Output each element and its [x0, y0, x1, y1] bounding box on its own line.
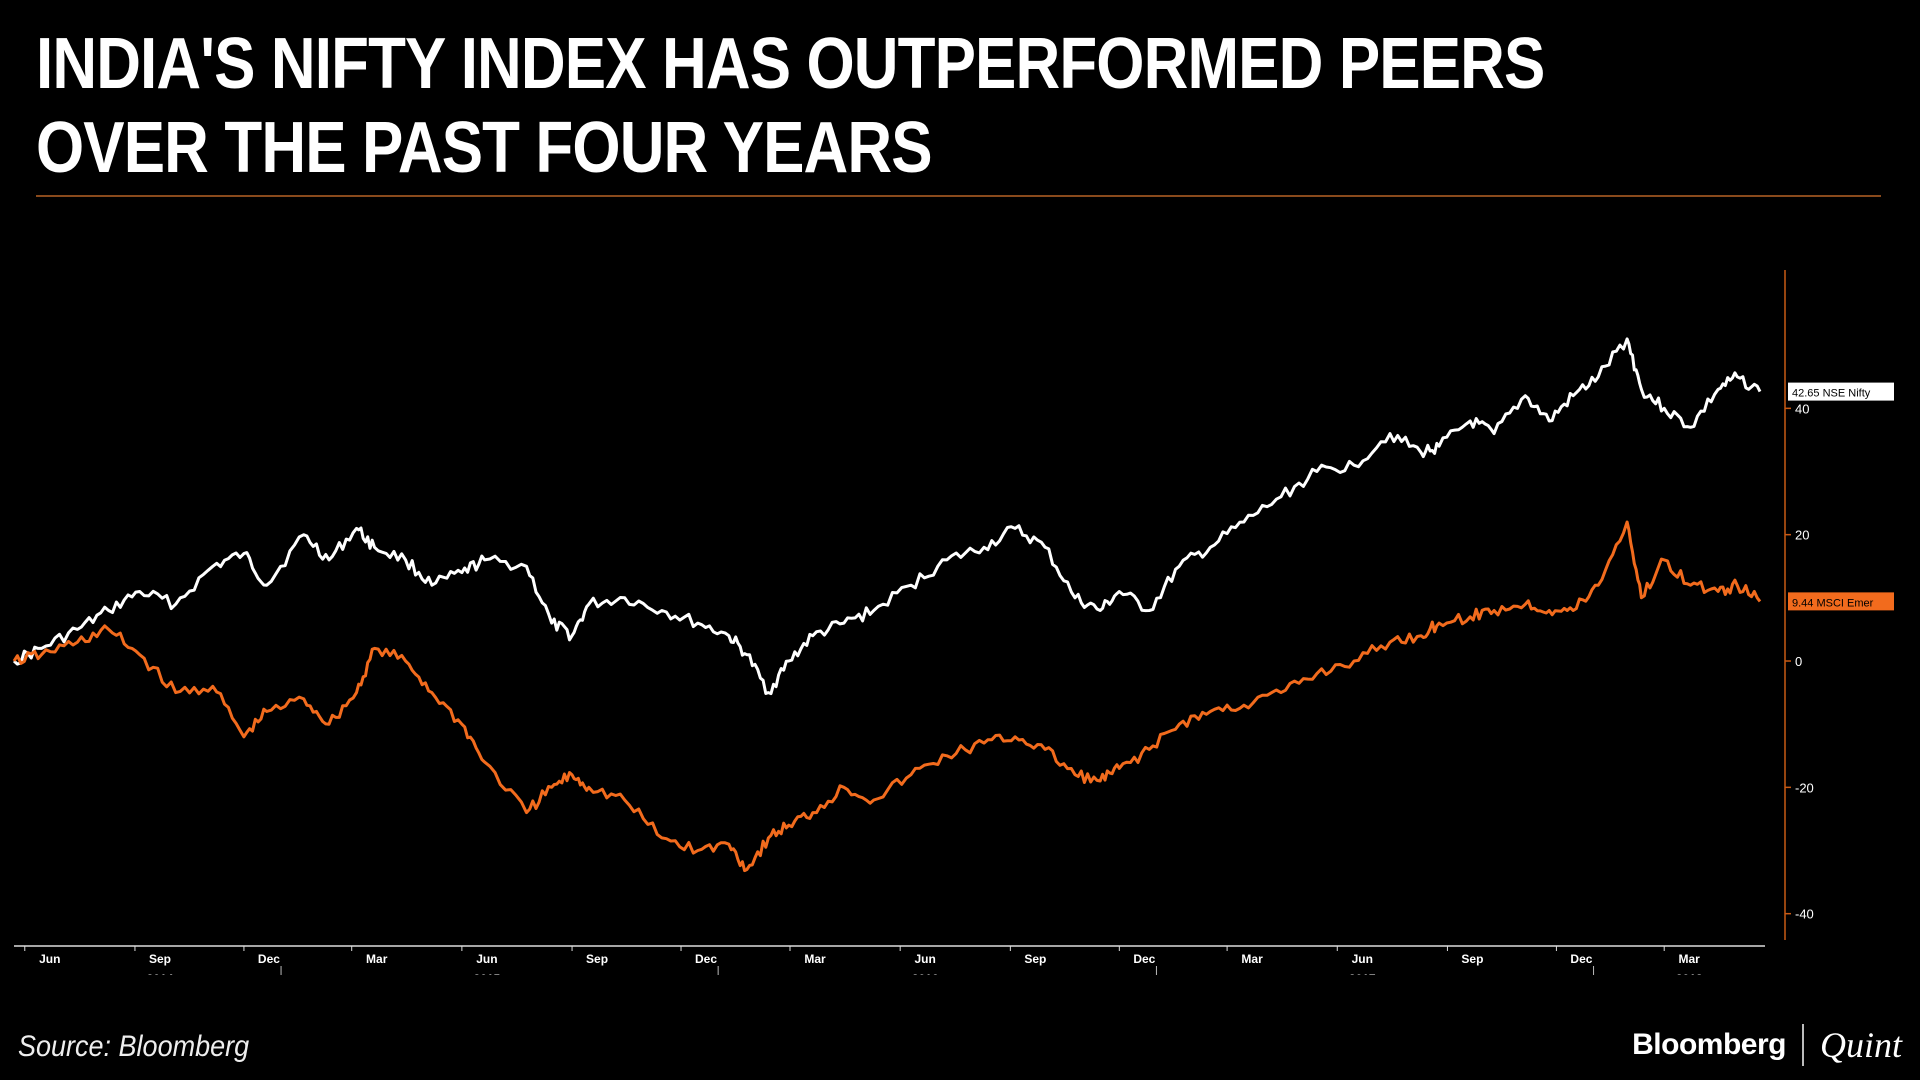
- x-year-label: 2014: [147, 972, 174, 975]
- brand-bloomberg: Bloomberg: [1632, 1028, 1786, 1061]
- plot-area: [12, 337, 1762, 873]
- brand-quint: Quint: [1819, 1025, 1902, 1065]
- y-tick-label: -20: [1795, 780, 1814, 795]
- series-line-nifty: [12, 337, 1762, 696]
- y-axis: 42.65 NSE Nifty 9.44 MSCI Emer 40 20 0 -20 -40: [1784, 270, 1894, 940]
- title-divider: [36, 195, 1881, 197]
- x-tick-label: Mar: [804, 952, 826, 966]
- x-year-label: 2016: [912, 972, 939, 975]
- y-tick-label: 20: [1795, 528, 1809, 543]
- x-tick-label: Jun: [476, 952, 497, 966]
- x-tick-label: Mar: [1241, 952, 1263, 966]
- series-end-label-nifty: 42.65 NSE Nifty: [1788, 382, 1894, 401]
- chart-title: INDIA'S NIFTY INDEX HAS OUTPERFORMED PEE…: [36, 24, 1545, 188]
- series-end-label-msci: 9.44 MSCI Emer: [1788, 592, 1894, 611]
- y-tick-label: 0: [1795, 654, 1802, 669]
- x-year-label: 2018: [1676, 972, 1703, 975]
- svg-text:9.44 MSCI Emer: 9.44 MSCI Emer: [1792, 597, 1874, 609]
- line-chart: 42.65 NSE Nifty 9.44 MSCI Emer 40 20 0 -20 -40…: [12, 270, 1894, 975]
- x-year-label: 2017: [1349, 972, 1376, 975]
- x-tick-label: Jun: [39, 952, 60, 966]
- brand-logo: Bloomberg Quint: [1632, 1024, 1902, 1066]
- x-year-label: 2015: [474, 972, 501, 975]
- x-tick-label: Jun: [1352, 952, 1373, 966]
- x-tick-label: Sep: [1461, 952, 1483, 966]
- x-axis: Jun Sep Dec Mar Jun Sep Dec Mar Jun Sep Dec Mar Jun S…: [14, 945, 1765, 975]
- x-tick-label: Sep: [1024, 952, 1046, 966]
- x-tick-label: Jun: [915, 952, 936, 966]
- x-tick-label: Sep: [149, 952, 171, 966]
- y-tick-label: 40: [1795, 401, 1809, 416]
- x-tick-label: Mar: [366, 952, 388, 966]
- x-tick-label: Dec: [695, 952, 717, 966]
- x-tick-label: Dec: [258, 952, 280, 966]
- x-tick-label: Mar: [1679, 952, 1701, 966]
- x-tick-label: Dec: [1570, 952, 1592, 966]
- source-note: Source: Bloomberg: [18, 1030, 250, 1063]
- x-tick-label: Sep: [586, 952, 608, 966]
- svg-text:42.65 NSE Nifty: 42.65 NSE Nifty: [1792, 388, 1871, 400]
- x-tick-label: Dec: [1133, 952, 1155, 966]
- series-line-msci: [12, 520, 1762, 873]
- brand-divider: [1801, 1024, 1804, 1066]
- y-tick-label: -40: [1795, 907, 1814, 922]
